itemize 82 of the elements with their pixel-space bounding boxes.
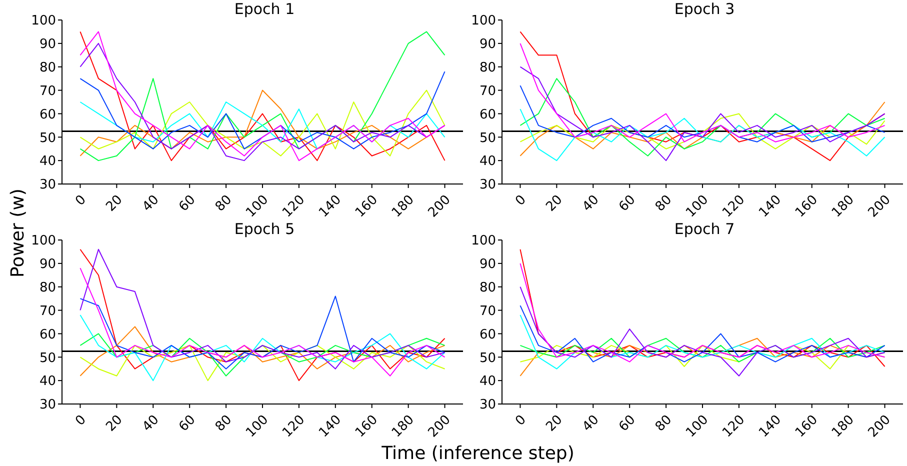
y-tick-label: 90 xyxy=(39,257,56,272)
y-tick-label: 30 xyxy=(39,178,56,193)
y-tick-label: 100 xyxy=(471,234,496,249)
y-tick-label: 90 xyxy=(39,37,56,52)
y-tick-label: 60 xyxy=(39,327,56,342)
x-tick-label: 120 xyxy=(280,192,308,221)
y-tick-label: 40 xyxy=(39,154,56,170)
x-tick-label: 200 xyxy=(426,412,454,441)
y-tick-label: 50 xyxy=(39,130,56,146)
x-tick-label: 200 xyxy=(426,192,454,221)
x-tick-label: 180 xyxy=(829,412,858,441)
x-tick-label: 180 xyxy=(389,192,418,221)
x-tick-label: 120 xyxy=(720,192,748,221)
x-tick-label: 60 xyxy=(176,412,199,435)
y-tick-label: 60 xyxy=(39,107,56,122)
chart-title: Epoch 5 xyxy=(233,220,296,238)
x-tick-label: 20 xyxy=(103,412,126,435)
y-tick-label: 40 xyxy=(39,374,56,390)
y-tick-label: 90 xyxy=(479,257,496,272)
x-tick-label: 40 xyxy=(140,412,162,435)
y-tick-label: 100 xyxy=(31,14,56,29)
y-tick-label: 70 xyxy=(39,304,56,319)
y-tick-label: 80 xyxy=(479,60,496,76)
x-tick-label: 80 xyxy=(652,412,676,435)
x-tick-label: 20 xyxy=(543,192,566,215)
x-tick-label: 180 xyxy=(829,192,858,221)
y-tick-label: 70 xyxy=(479,84,496,99)
x-tick-label: 100 xyxy=(683,192,712,221)
x-tick-label: 160 xyxy=(352,412,381,441)
x-tick-label: 160 xyxy=(792,412,821,441)
y-axis-title: Power (w) xyxy=(8,188,28,278)
y-tick-label: 30 xyxy=(479,178,496,193)
x-tick-label: 20 xyxy=(543,412,566,435)
x-tick-label: 40 xyxy=(580,192,602,215)
x-tick-label: 0 xyxy=(512,412,530,429)
x-tick-label: 60 xyxy=(176,192,199,215)
x-tick-label: 160 xyxy=(352,192,381,221)
x-tick-label: 140 xyxy=(756,412,784,441)
x-axis-title: Time (inference step) xyxy=(382,443,574,464)
x-tick-label: 200 xyxy=(866,412,894,441)
x-tick-label: 60 xyxy=(616,412,639,435)
y-tick-label: 80 xyxy=(39,280,56,296)
y-tick-label: 50 xyxy=(479,130,496,146)
x-tick-label: 0 xyxy=(72,412,90,429)
y-tick-label: 60 xyxy=(479,327,496,342)
y-tick-label: 80 xyxy=(479,280,496,296)
x-tick-label: 160 xyxy=(792,192,821,221)
chart-title: Epoch 3 xyxy=(673,0,736,18)
x-tick-label: 100 xyxy=(243,412,272,441)
y-tick-label: 80 xyxy=(39,60,56,76)
chart-title: Epoch 7 xyxy=(673,220,736,238)
x-tick-label: 80 xyxy=(212,192,236,215)
x-tick-label: 80 xyxy=(212,412,236,435)
y-tick-label: 40 xyxy=(479,154,496,170)
y-tick-label: 30 xyxy=(39,398,56,413)
y-tick-label: 70 xyxy=(479,304,496,319)
y-tick-label: 100 xyxy=(31,234,56,249)
y-tick-label: 30 xyxy=(479,398,496,413)
x-tick-label: 100 xyxy=(243,192,272,221)
y-tick-label: 60 xyxy=(479,107,496,122)
x-tick-label: 0 xyxy=(512,192,530,209)
x-tick-label: 140 xyxy=(756,192,784,221)
x-tick-label: 80 xyxy=(652,192,676,215)
x-tick-label: 60 xyxy=(616,192,639,215)
x-tick-label: 140 xyxy=(316,192,344,221)
y-tick-label: 40 xyxy=(479,374,496,390)
x-tick-label: 100 xyxy=(683,412,712,441)
y-tick-label: 90 xyxy=(479,37,496,52)
x-tick-label: 40 xyxy=(580,412,602,435)
x-tick-label: 180 xyxy=(389,412,418,441)
x-tick-label: 40 xyxy=(140,192,162,215)
x-tick-label: 200 xyxy=(866,192,894,221)
x-tick-label: 20 xyxy=(103,192,126,215)
y-tick-label: 50 xyxy=(479,350,496,366)
y-tick-label: 70 xyxy=(39,84,56,99)
y-tick-label: 100 xyxy=(471,14,496,29)
x-tick-label: 120 xyxy=(720,412,748,441)
chart-title: Epoch 1 xyxy=(233,0,296,18)
x-tick-label: 0 xyxy=(72,192,90,209)
y-tick-label: 50 xyxy=(39,350,56,366)
x-tick-label: 120 xyxy=(280,412,308,441)
x-tick-label: 140 xyxy=(316,412,344,441)
